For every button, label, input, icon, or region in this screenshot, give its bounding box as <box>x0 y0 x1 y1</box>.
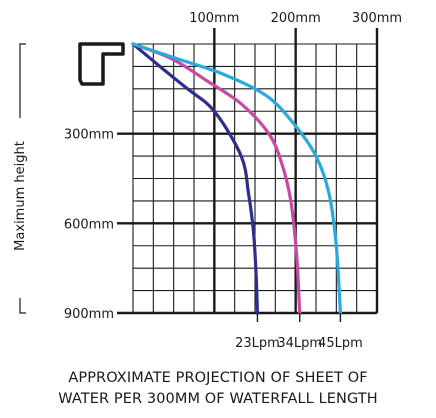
caption-line-1: APPROXIMATE PROJECTION OF SHEET OF <box>68 370 368 386</box>
x-tick-label: 300mm <box>352 11 402 26</box>
y-axis-label: Maximum height <box>13 141 28 251</box>
y-tick-label: 600mm <box>64 217 114 232</box>
series-group <box>131 42 342 315</box>
series-line-45Lpm <box>131 42 342 315</box>
height-bracket <box>19 43 26 314</box>
caption-line-2: WATER PER 300MM OF WATERFALL LENGTH <box>58 391 378 407</box>
series-label: 23Lpm <box>235 336 280 351</box>
x-tick-label: 200mm <box>271 11 321 26</box>
series-line-23Lpm <box>131 42 259 315</box>
y-tick-label: 900mm <box>64 307 114 322</box>
series-label: 45Lpm <box>318 336 363 351</box>
series-label: 34Lpm <box>277 336 322 351</box>
tick-labels: 100mm 200mm 300mm 300mm 600mm 900mm <box>64 11 402 322</box>
series-line-34Lpm <box>131 42 302 315</box>
x-tick-label: 100mm <box>189 11 239 26</box>
waterfall-spout-icon <box>78 42 125 86</box>
y-tick-label: 300mm <box>64 128 114 143</box>
